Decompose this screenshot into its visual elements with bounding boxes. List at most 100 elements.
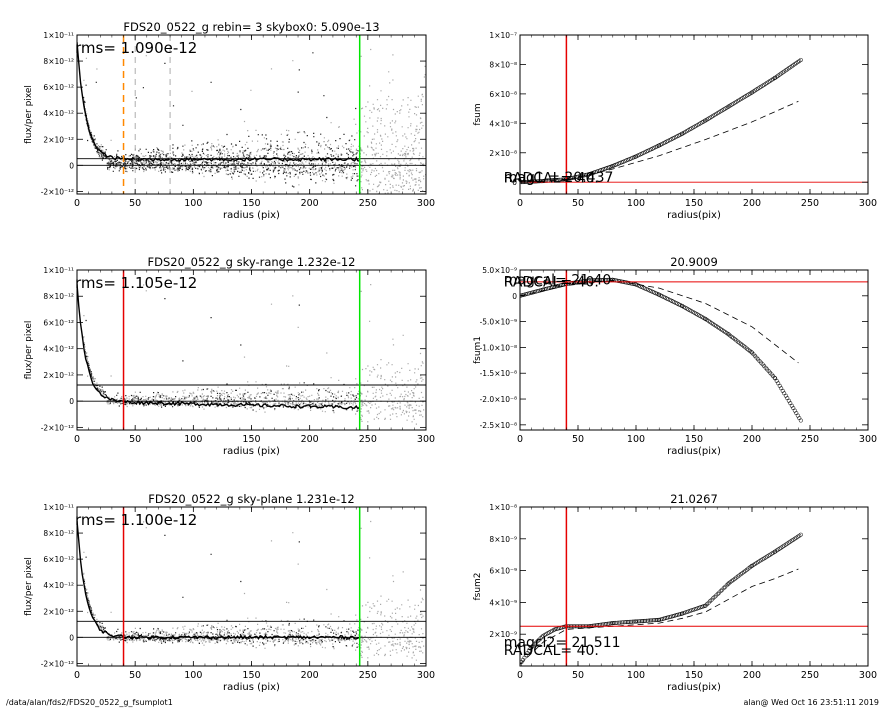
y-tick-label: 8×10⁻¹²: [43, 292, 74, 301]
x-tick-label: 150: [242, 670, 260, 681]
data-point: [539, 288, 544, 293]
plot-frame: [76, 269, 427, 431]
y-tick-label: 6×10⁻¹²: [43, 83, 74, 92]
data-point: [553, 284, 558, 289]
data-point: [536, 179, 541, 184]
scatter-points-dark: [83, 298, 361, 412]
x-tick-label: 100: [184, 670, 202, 681]
data-point: [703, 603, 708, 608]
data-point: [605, 621, 610, 626]
y-tick-label: 2×10⁻¹²: [43, 607, 74, 616]
y-tick-label: -5.0×10⁻⁹: [480, 318, 517, 327]
scatter-points-light: [82, 48, 426, 194]
x-tick-label: 300: [859, 434, 877, 445]
x-tick-label: 150: [242, 198, 260, 209]
plot-p6: 0 50 100 150 200 250 300 2×10⁻⁹ 4×10⁻⁹ 6×10⁻⁹ 8×10…: [473, 492, 877, 693]
data-point: [673, 613, 678, 618]
plot-area: [520, 507, 868, 666]
data-point: [561, 624, 566, 629]
x-tick-label: 50: [129, 198, 141, 209]
overlay-label: RADCAL= 40.: [504, 275, 599, 291]
data-point: [624, 620, 629, 625]
data-point: [772, 549, 777, 554]
y-tick-label: 4×10⁻¹²: [43, 109, 74, 118]
y-tick-label: -2.5×10⁻⁸: [480, 421, 517, 430]
data-point: [537, 637, 542, 642]
data-point: [615, 278, 620, 283]
data-point: [559, 177, 564, 182]
x-tick-label: 250: [359, 434, 377, 445]
data-point: [593, 623, 598, 628]
x-axis-label: radius(pix): [667, 210, 721, 221]
y-tick-label: 4×10⁻⁸: [489, 119, 517, 128]
data-point: [646, 618, 651, 623]
overlay-label: RADCAL= 40.: [504, 171, 599, 187]
data-point: [616, 278, 621, 284]
data-point: [670, 614, 675, 619]
data-point: [749, 564, 754, 569]
y-tick-label: 0: [512, 178, 517, 187]
y-tick-label: 2×10⁻⁹: [489, 630, 517, 639]
series-circle-markers: [520, 57, 803, 185]
x-tick-label: 100: [184, 198, 202, 209]
data-point: [557, 177, 562, 182]
x-tick-label: 0: [74, 198, 80, 209]
plot-area: [520, 270, 868, 430]
data-point: [657, 617, 662, 622]
data-point: [622, 620, 627, 625]
plot-frame: [519, 269, 869, 431]
data-point: [666, 615, 671, 620]
data-point: [649, 618, 654, 623]
data-point: [639, 619, 645, 624]
x-tick-label: 150: [685, 434, 703, 445]
rms-label: rms= 1.090e-12: [75, 39, 197, 57]
y-tick-label: 0: [512, 292, 517, 301]
series-dashed-line: [520, 568, 799, 665]
x-tick-label: 200: [301, 198, 319, 209]
data-point: [723, 584, 728, 589]
data-point: [531, 643, 536, 648]
data-point: [714, 593, 719, 598]
data-point: [798, 57, 803, 63]
x-tick-label: 50: [572, 198, 584, 209]
y-tick-label: -2×10⁻¹²: [41, 423, 74, 432]
data-point: [708, 599, 713, 604]
data-point: [554, 626, 559, 632]
data-point: [545, 286, 550, 291]
x-tick-label: 100: [184, 434, 202, 445]
data-point: [718, 589, 723, 594]
data-point: [647, 618, 652, 623]
scatter-points-dark: [83, 534, 361, 648]
profile-line: [77, 284, 361, 410]
data-point: [522, 655, 527, 660]
y-tick-label: -2×10⁻¹²: [41, 659, 74, 668]
plot-area: [77, 270, 426, 430]
x-tick-label: 50: [572, 434, 584, 445]
plot-area: [520, 35, 868, 194]
data-point: [621, 620, 626, 625]
data-point: [658, 617, 663, 622]
data-point: [537, 288, 542, 293]
plot-title: 21.0267: [670, 492, 718, 506]
data-point: [595, 623, 600, 628]
x-axis-label: radius(pix): [667, 446, 721, 457]
y-tick-label: 1×10⁻¹¹: [43, 266, 74, 275]
x-tick-label: 0: [74, 670, 80, 681]
data-point: [642, 618, 648, 623]
plot-frame: [76, 34, 427, 195]
y-tick-label: 0: [69, 397, 74, 406]
data-point: [721, 586, 726, 591]
data-point: [551, 627, 556, 633]
data-point: [644, 618, 649, 623]
series-circle-markers: [520, 277, 803, 423]
data-point: [532, 641, 537, 647]
y-tick-label: 5.0×10⁻⁹: [482, 266, 517, 275]
x-tick-label: 300: [859, 670, 877, 681]
data-point: [624, 280, 629, 285]
data-point: [535, 639, 540, 644]
data-point: [676, 612, 681, 617]
y-axis-label: flux/per pixel: [24, 321, 34, 380]
data-point: [711, 596, 716, 601]
data-point: [557, 283, 562, 288]
